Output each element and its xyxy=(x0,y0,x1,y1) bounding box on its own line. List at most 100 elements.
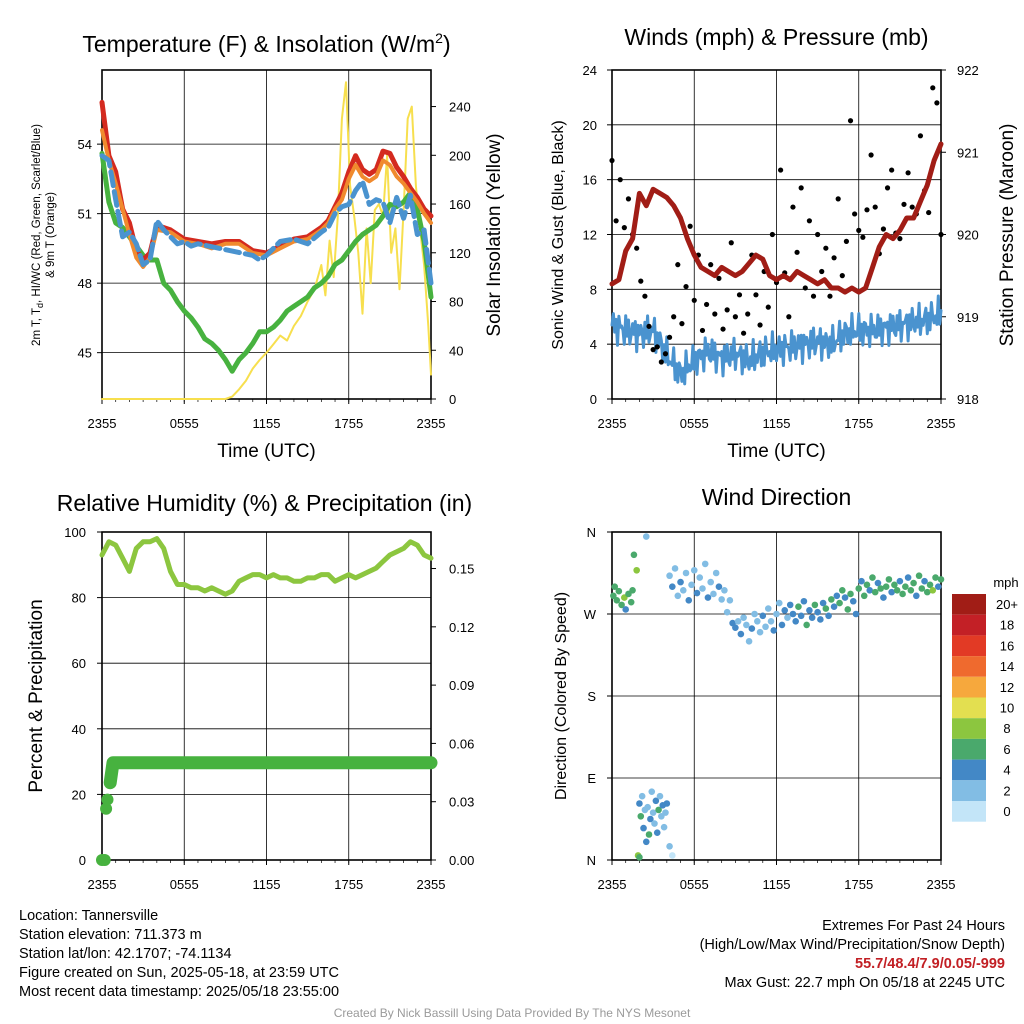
direction-point xyxy=(847,590,854,598)
gust-point xyxy=(938,231,944,238)
latlon-text: Station lat/lon: 42.1707; -74.1134 xyxy=(19,946,232,962)
gust-point xyxy=(609,157,615,164)
y-right-tick-label: 0.09 xyxy=(449,678,474,693)
direction-point xyxy=(896,577,904,585)
x-tick-label: 1155 xyxy=(253,877,281,892)
direction-point xyxy=(923,588,931,596)
y-left-tick-label: 45 xyxy=(78,346,92,361)
direction-point xyxy=(767,617,775,625)
direction-point xyxy=(795,603,802,611)
gust-point xyxy=(687,223,693,229)
direction-point xyxy=(932,574,939,581)
direction-point xyxy=(762,623,769,631)
direction-point xyxy=(839,587,846,594)
x-tick-label: 1755 xyxy=(844,416,873,431)
y-right-tick-label: 0.15 xyxy=(449,562,474,577)
y-left-tick-label: 40 xyxy=(72,722,86,737)
direction-point xyxy=(899,590,906,598)
direction-point xyxy=(740,614,747,621)
y-left-tick-label: 20 xyxy=(583,118,597,133)
y-right-tick-label: 240 xyxy=(449,100,471,115)
direction-point xyxy=(860,592,868,600)
direction-point xyxy=(921,577,928,585)
y-left-tick-label: 16 xyxy=(583,173,597,188)
x-tick-label: 1755 xyxy=(334,877,363,892)
direction-point xyxy=(704,594,712,601)
y-tick-label: N xyxy=(587,853,596,868)
legend-label: 10 xyxy=(1000,701,1014,716)
direction-point xyxy=(666,572,673,580)
direction-point xyxy=(613,597,621,604)
y-left-label-line1: 2m T, Td, HI/WC (Red, Green, Scarlet/Blu… xyxy=(31,124,45,346)
direction-point xyxy=(690,566,698,574)
chart-title: Winds (mph) & Pressure (mb) xyxy=(624,24,928,50)
series-rh xyxy=(99,536,434,597)
direction-point xyxy=(819,599,827,607)
gust-point xyxy=(753,292,759,298)
direction-point xyxy=(789,610,797,618)
y-right-tick-label: 0.12 xyxy=(449,620,474,635)
gust-point xyxy=(638,278,644,284)
direction-point xyxy=(891,581,898,589)
direction-point xyxy=(811,601,819,609)
x-tick-label: 0555 xyxy=(170,877,199,892)
direction-point xyxy=(773,610,780,618)
gust-point xyxy=(736,292,743,298)
y-right-axis-label: Station Pressure (Maroon) xyxy=(997,124,1018,347)
direction-point xyxy=(871,588,879,596)
gust-point xyxy=(613,218,619,224)
y-right-tick-label: 160 xyxy=(449,197,471,212)
legend-swatch xyxy=(952,635,986,657)
series-precipitation xyxy=(103,756,438,790)
y-right-tick-label: 922 xyxy=(957,63,979,78)
direction-point xyxy=(611,583,619,590)
direction-point xyxy=(633,566,640,574)
direction-point xyxy=(808,614,816,621)
direction-point xyxy=(696,574,704,581)
x-tick-label: 1755 xyxy=(334,416,363,431)
legend-swatch xyxy=(952,697,986,719)
direction-point xyxy=(814,608,821,616)
y-left-axis-label: Sonic Wind & Gust (Blue, Black) xyxy=(550,120,567,349)
direction-point xyxy=(926,581,934,589)
gust-point xyxy=(712,311,718,317)
direction-point xyxy=(893,587,901,594)
extremes-heading: Extremes For Past 24 Hours xyxy=(822,918,1005,934)
direction-point xyxy=(759,612,767,620)
location-text: Location: Tannersville xyxy=(19,908,159,924)
gust-point xyxy=(934,100,940,106)
gust-point xyxy=(860,234,866,240)
legend-label: 12 xyxy=(1000,680,1014,695)
y-right-tick-label: 920 xyxy=(957,228,979,243)
y-right-tick-label: 0 xyxy=(449,392,456,407)
y-right-tick-label: 0.06 xyxy=(449,736,474,751)
direction-point xyxy=(671,565,679,572)
legend-swatch xyxy=(952,780,986,801)
direction-point xyxy=(910,579,917,587)
gust-point xyxy=(856,227,862,233)
direction-point xyxy=(669,583,676,590)
gust-point xyxy=(778,167,784,173)
direction-point xyxy=(902,583,909,590)
direction-point xyxy=(844,606,852,613)
y-right-tick-label: 919 xyxy=(957,310,979,325)
y-tick-label: S xyxy=(587,689,596,704)
gust-point xyxy=(839,273,845,279)
direction-point xyxy=(863,581,871,589)
gust-point xyxy=(901,201,907,207)
direction-point xyxy=(885,576,893,583)
direction-point xyxy=(745,638,753,645)
direction-point xyxy=(754,617,761,625)
panel-1 xyxy=(101,69,432,400)
direction-point xyxy=(751,610,758,618)
gust-point xyxy=(724,307,730,313)
direction-point xyxy=(882,583,890,590)
direction-point xyxy=(663,800,671,807)
gust-point xyxy=(769,231,775,238)
gust-point xyxy=(819,268,825,275)
direction-point xyxy=(806,607,813,614)
chart-title: Temperature (F) & Insolation (W/m2) xyxy=(82,30,450,57)
series-td xyxy=(99,150,434,374)
direction-point xyxy=(636,853,643,861)
legend-swatch xyxy=(952,676,986,698)
